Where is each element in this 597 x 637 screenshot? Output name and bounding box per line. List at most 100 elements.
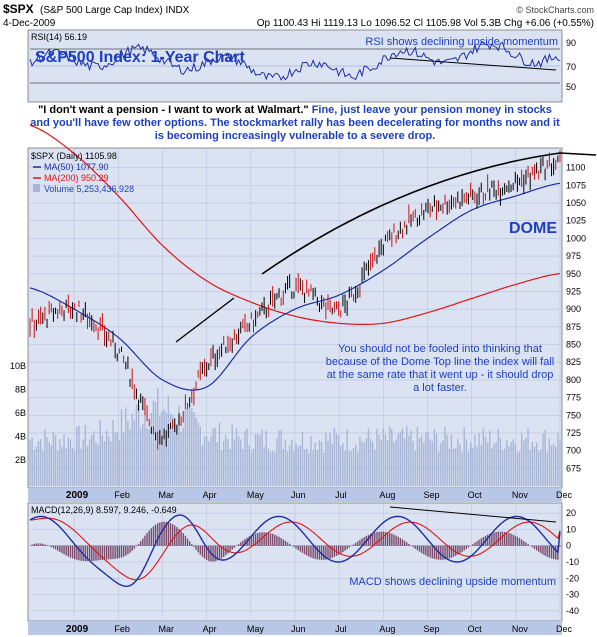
macd-hist-bar	[108, 545, 110, 560]
macd-hist-bar	[184, 535, 187, 546]
volume-bar	[250, 452, 253, 486]
volume-bar	[310, 436, 312, 486]
volume-bar	[333, 427, 336, 486]
volume-bar	[205, 436, 208, 486]
macd-hist-bar	[420, 545, 423, 554]
volume-bar	[472, 448, 474, 486]
rsi-tick-90: 90	[566, 38, 576, 48]
macd-hist-bar	[442, 545, 444, 560]
macd-hist-bar	[472, 544, 474, 546]
macd-hist-bar	[169, 523, 172, 546]
chart-title: S&P500 Index: 1-Year Chart	[35, 49, 246, 66]
volume-bar	[425, 432, 427, 486]
volume-bar	[114, 432, 116, 486]
x-axis-label: 2009	[66, 624, 89, 635]
volume-bar	[320, 441, 323, 486]
volume-bar	[88, 439, 91, 486]
volume-bar	[31, 437, 33, 486]
price-tick-label: 825	[566, 357, 581, 367]
volume-bar	[344, 450, 346, 486]
volume-tick-label: 8B	[15, 385, 26, 395]
macd-hist-bar	[267, 532, 270, 546]
macd-hist-bar	[352, 544, 355, 546]
volume-bar	[159, 416, 161, 486]
macd-hist-bar	[71, 545, 74, 559]
macd-hist-bar	[144, 535, 146, 546]
macd-hist-bar	[65, 545, 67, 556]
volume-bar	[52, 431, 55, 486]
macd-hist-bar	[308, 545, 310, 557]
volume-bar	[73, 451, 76, 486]
volume-bar	[429, 439, 431, 486]
volume-bar	[201, 445, 204, 486]
volume-bar	[288, 445, 291, 486]
volume-bar	[337, 435, 340, 486]
macd-hist-bar	[278, 536, 280, 546]
macd-hist-bar	[544, 545, 546, 556]
quote-box	[28, 103, 562, 147]
volume-bar	[86, 446, 89, 486]
volume-bar	[380, 439, 382, 486]
volume-bar	[231, 424, 233, 486]
macd-hist-bar	[363, 537, 365, 546]
macd-hist-bar	[533, 545, 536, 549]
volume-bar	[154, 401, 157, 486]
macd-hist-bar	[414, 545, 416, 549]
volume-bar	[133, 420, 135, 486]
macd-hist-bar	[282, 539, 284, 546]
macd-hist-bar	[346, 545, 348, 550]
volume-bar	[244, 431, 246, 486]
price-tick-label: 875	[566, 322, 581, 332]
price-tick-label: 1075	[566, 180, 586, 190]
volume-bar	[257, 434, 259, 486]
macd-hist-bar	[133, 545, 135, 549]
volume-bar	[240, 439, 242, 486]
macd-hist-bar	[208, 545, 210, 562]
macd-hist-bar	[52, 545, 55, 549]
volume-bar	[391, 429, 393, 486]
volume-bar	[78, 425, 80, 486]
macd-hist-bar	[125, 545, 127, 556]
volume-bar	[152, 400, 155, 486]
volume-bar	[442, 440, 444, 486]
macd-hist-bar	[212, 545, 214, 562]
macd-hist-bar	[78, 545, 80, 561]
volume-bar	[299, 445, 302, 486]
macd-hist-bar	[46, 545, 48, 546]
price-tick-label: 700	[566, 446, 581, 456]
macd-hist-bar	[452, 545, 455, 557]
volume-bar	[210, 436, 212, 486]
annotation-text: You should not be fooled into thinking t…	[325, 343, 555, 394]
macd-hist-bar	[467, 545, 470, 548]
volume-bar	[76, 426, 78, 486]
volume-bar	[110, 441, 112, 486]
macd-hist-bar	[474, 542, 476, 546]
macd-hist-bar	[508, 532, 510, 546]
macd-hist-bar	[50, 545, 52, 548]
macd-hist-bar	[274, 534, 276, 546]
macd-hist-bar	[480, 538, 482, 546]
volume-bar	[197, 422, 199, 486]
macd-hist-bar	[525, 542, 527, 546]
macd-hist-bar	[197, 545, 199, 553]
macd-hist-bar	[512, 534, 514, 546]
macd-hist-bar	[310, 545, 312, 558]
volume-bar	[84, 424, 87, 486]
volume-bar	[514, 444, 517, 486]
volume-bar	[331, 443, 333, 486]
macd-hist-bar	[374, 532, 376, 546]
macd-hist-bar	[161, 521, 163, 546]
volume-bar	[225, 434, 227, 486]
dome-line	[261, 152, 597, 275]
macd-hist-bar	[252, 534, 255, 546]
macd-hist-bar	[152, 526, 155, 546]
price-tick-label: 925	[566, 286, 581, 296]
macd-hist-bar	[244, 539, 246, 546]
volume-bar	[523, 440, 525, 486]
macd-legend: MACD(12,26,9) 8.597, 9.246, -0.649	[31, 505, 177, 515]
volume-bar	[325, 432, 327, 486]
volume-bar	[465, 439, 468, 486]
volume-bar	[178, 405, 180, 486]
volume-bar	[242, 449, 244, 486]
macd-hist-bar	[299, 545, 302, 552]
